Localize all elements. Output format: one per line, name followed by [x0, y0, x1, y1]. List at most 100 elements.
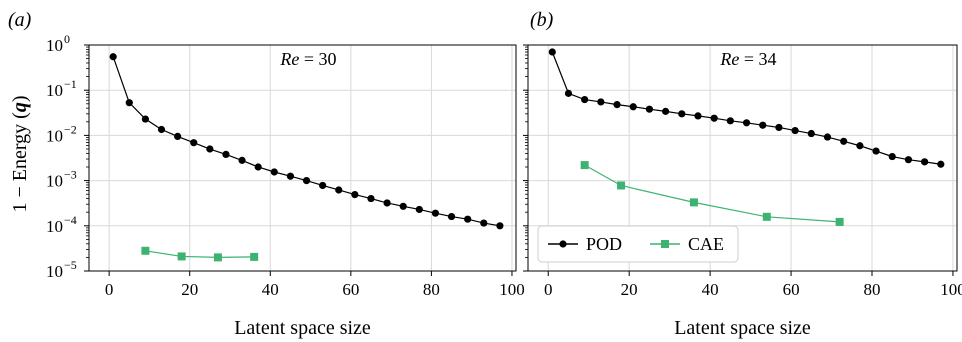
y-tick-label: 10	[46, 172, 63, 191]
point-cae	[617, 181, 626, 190]
x-tick-label: 40	[262, 280, 279, 299]
y-axis-label-prefix: 1 − Energy (	[9, 112, 31, 213]
point-pod	[856, 142, 864, 150]
y-tick-label: 10	[46, 81, 63, 100]
panel-b-re-annotation: Re = 34	[719, 49, 776, 69]
point-pod	[141, 115, 149, 123]
point-pod	[726, 117, 734, 125]
point-pod	[447, 212, 456, 221]
point-cae	[580, 161, 589, 170]
point-pod	[581, 95, 589, 104]
series-line-cae	[584, 164, 840, 223]
point-pod	[174, 132, 182, 141]
legend-cae-label: CAE	[688, 234, 724, 254]
legend-cae-marker	[661, 240, 669, 248]
panel-a-re-annotation: Re = 30	[279, 49, 336, 69]
panel-a-x-axis-label: Latent space size	[234, 317, 371, 339]
point-pod	[548, 48, 556, 56]
point-pod	[125, 99, 133, 107]
point-pod	[888, 152, 896, 161]
point-pod	[904, 156, 913, 164]
point-pod	[872, 147, 880, 155]
panel-b-re-symbol: Re	[719, 49, 739, 69]
point-pod	[335, 186, 343, 194]
x-tick-label: 100	[940, 280, 962, 299]
y-tick-label-exponent: −1	[64, 77, 77, 91]
x-tick-label: 0	[544, 280, 553, 299]
panel-a-label: (a)	[8, 9, 32, 31]
x-tick-label: 80	[423, 280, 440, 299]
x-tick-label: 60	[342, 280, 359, 299]
x-tick-label: 100	[499, 280, 525, 299]
point-pod	[238, 156, 246, 164]
panel-b-x-axis-label: Latent space size	[674, 317, 811, 339]
point-pod	[645, 105, 654, 113]
x-tick-label: 20	[621, 280, 638, 299]
point-pod	[807, 129, 815, 138]
point-pod	[206, 145, 214, 153]
point-pod	[678, 110, 686, 118]
point-cae	[141, 246, 150, 255]
point-pod	[564, 89, 573, 97]
point-pod	[662, 107, 670, 115]
point-cae	[250, 252, 259, 261]
point-pod	[742, 119, 751, 127]
point-cae	[213, 253, 222, 262]
point-cae	[762, 212, 771, 221]
panel-a-frame	[88, 44, 517, 272]
y-axis-label-suffix: )	[9, 95, 31, 102]
point-pod	[694, 112, 702, 120]
point-pod	[270, 168, 278, 176]
panel-a-grid	[89, 44, 516, 272]
point-pod	[190, 139, 198, 147]
y-tick-label-exponent: −4	[64, 213, 77, 227]
point-pod	[319, 181, 327, 190]
x-tick-label: 40	[702, 280, 719, 299]
x-tick-label: 60	[783, 280, 800, 299]
point-cae	[689, 198, 698, 207]
legend-pod-label: POD	[586, 234, 622, 254]
y-axis-label-symbol: q	[9, 102, 31, 112]
panel-b: (b) 0 20 40 60 80 100 Re = 34 Latent space si…	[523, 9, 962, 339]
panel-b-ticks: 0 20 40 60 80 100	[523, 44, 962, 299]
point-pod	[286, 172, 295, 180]
x-tick-label: 20	[181, 280, 198, 299]
point-pod	[613, 101, 621, 109]
point-pod	[791, 126, 799, 135]
y-tick-label: 10	[46, 36, 63, 55]
point-cae	[835, 217, 844, 226]
y-axis-label: 1 − Energy (q)	[9, 95, 31, 212]
point-pod	[840, 137, 848, 145]
y-tick-label-exponent: −2	[64, 122, 77, 136]
point-pod	[480, 219, 488, 227]
series-line-pod	[112, 56, 500, 227]
y-tick-label-exponent: −5	[64, 258, 77, 272]
y-tick-label: 10	[46, 217, 63, 236]
point-pod	[775, 123, 783, 132]
point-pod	[367, 194, 375, 203]
panel-a-re-symbol: Re	[279, 49, 299, 69]
point-pod	[496, 222, 504, 230]
y-tick-label-exponent: 0	[64, 32, 70, 46]
panel-b-re-value: = 34	[739, 49, 776, 69]
point-pod	[399, 202, 407, 210]
y-tick-label: 10	[46, 126, 63, 145]
y-tick-label-exponent: −3	[64, 168, 77, 182]
legend: POD CAE	[537, 225, 739, 263]
series-line-cae	[145, 250, 255, 258]
y-tick-label: 10	[46, 262, 63, 281]
x-tick-label: 80	[864, 280, 881, 299]
legend-box	[537, 225, 739, 263]
point-pod	[629, 103, 637, 111]
point-pod	[464, 215, 472, 223]
point-pod	[222, 150, 230, 158]
point-pod	[383, 199, 391, 207]
point-pod	[823, 133, 832, 141]
point-pod	[109, 53, 117, 61]
panel-b-frame	[527, 44, 958, 272]
point-pod	[597, 98, 605, 106]
legend-pod-marker	[559, 240, 567, 248]
